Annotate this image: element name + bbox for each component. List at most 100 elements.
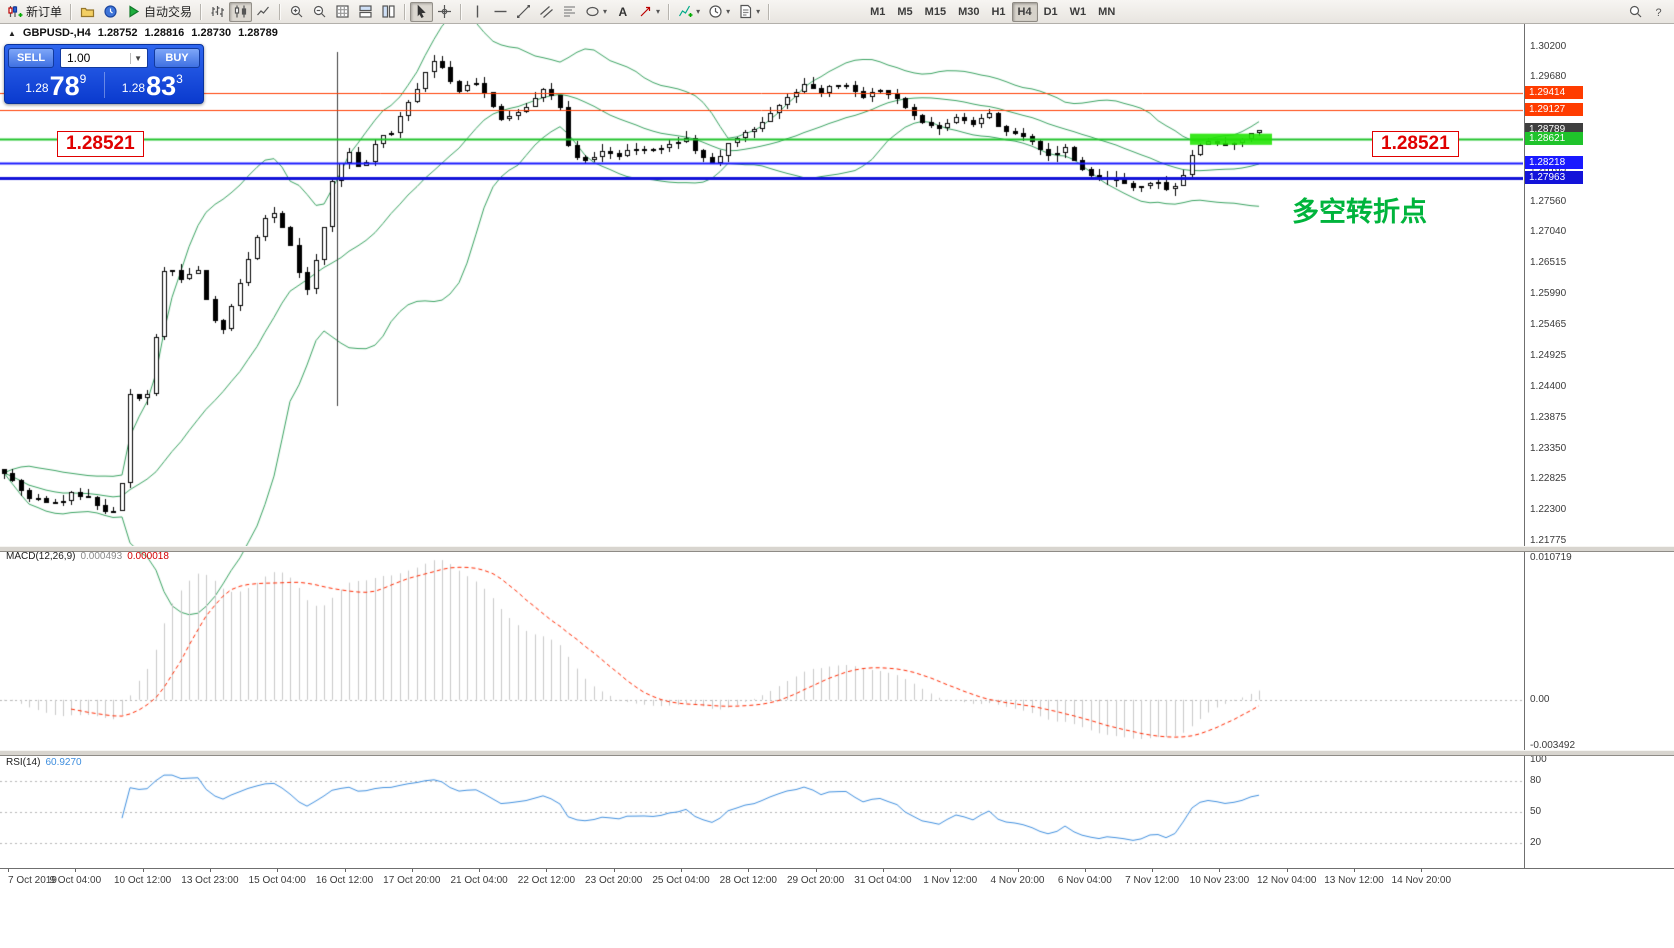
buy-button[interactable]: BUY [154, 48, 200, 68]
profiles-button[interactable] [76, 2, 99, 22]
cursor-button[interactable] [410, 1, 434, 22]
time-axis-tick [210, 869, 211, 872]
cursor-icon [414, 4, 429, 19]
time-axis[interactable]: 7 Oct 2019 9 Oct 04:00 10 Oct 12:00 13 Oct … [0, 868, 1674, 895]
bar-chart-icon [210, 4, 225, 19]
dropdown-caret-icon: ▾ [756, 7, 761, 16]
zoom-in-icon [289, 4, 304, 19]
symbol-label: GBPUSD-,H4 [22, 27, 91, 39]
timeframe-m1[interactable]: M1 [864, 2, 891, 22]
price-axis-label: 1.25990 [1530, 287, 1567, 299]
panel-separator-rsi[interactable] [0, 750, 1674, 756]
fibonacci-button[interactable] [558, 2, 581, 22]
high-value: 1.28816 [144, 27, 185, 39]
open-value: 1.28752 [97, 27, 138, 39]
dropdown-caret-icon: ▾ [656, 7, 661, 16]
search-button[interactable] [1624, 2, 1647, 22]
timeframe-d1[interactable]: D1 [1038, 2, 1064, 22]
line-chart-button[interactable] [252, 2, 275, 22]
vertical-line-button[interactable] [466, 2, 489, 22]
crosshair-button[interactable] [433, 2, 456, 22]
shapes-button[interactable]: ▾ [581, 2, 611, 22]
trend-note-text[interactable]: 多空转折点 [1292, 197, 1427, 227]
time-axis-label: 10 Oct 12:00 [113, 875, 172, 886]
toolbar-separator [200, 3, 203, 20]
period-button[interactable]: ▾ [704, 2, 734, 22]
help-button[interactable]: ? [1647, 2, 1670, 22]
time-axis-tick [614, 869, 615, 872]
rsi-value: 60.9270 [45, 757, 82, 768]
price-note-right[interactable]: 1.28521 [1372, 131, 1459, 158]
new-order-button[interactable]: 新订单 [4, 2, 66, 22]
volume-value: 1.00 [67, 51, 91, 65]
rsi-axis-label: 100 [1530, 754, 1547, 765]
one-click-trading-panel: SELL 1.00 ▼ BUY 1.28 78 9 1.28 83 3 [4, 44, 204, 104]
tile-vertical-icon [381, 4, 396, 19]
buy-price-small: 1.28 [121, 81, 146, 95]
panel-separator-macd[interactable] [0, 546, 1674, 552]
macd-main-value: 0.000493 [80, 551, 123, 562]
channel-button[interactable] [535, 2, 558, 22]
horizontal-line-button[interactable] [489, 2, 512, 22]
price-note-left[interactable]: 1.28521 [57, 131, 144, 158]
one-click-divider [103, 72, 105, 98]
time-axis-tick [345, 869, 346, 872]
zoom-out-button[interactable] [308, 2, 331, 22]
candle-chart-button[interactable] [229, 1, 253, 22]
time-axis-label: 28 Oct 12:00 [719, 875, 777, 886]
sell-price-button[interactable]: 1.28 78 9 [8, 70, 104, 100]
indicators-icon [678, 4, 693, 19]
price-axis-label: 1.24925 [1530, 350, 1567, 362]
tile-vertical-button[interactable] [377, 2, 400, 22]
indicators-button[interactable]: ▾ [674, 2, 704, 22]
timeframe-m30[interactable]: M30 [952, 2, 985, 22]
timeframe-w1[interactable]: W1 [1064, 2, 1093, 22]
trendline-button[interactable] [512, 2, 535, 22]
zoom-in-button[interactable] [285, 2, 308, 22]
toolbar-left-groups: 新订单 自动交易 ▾ A ▾ ▾ ▾ ▾ [4, 1, 774, 22]
price-axis-label: 1.27040 [1530, 226, 1567, 238]
volume-dropdown-icon[interactable]: ▼ [130, 52, 145, 64]
one-click-toggle-icon[interactable]: ▲ [8, 29, 16, 38]
time-axis-label: 7 Oct 2019 [8, 875, 57, 886]
price-axis-label: 1.25465 [1530, 318, 1567, 330]
auto-trading-button[interactable]: 自动交易 [122, 2, 196, 22]
timeframe-h4[interactable]: H4 [1011, 1, 1038, 22]
price-axis-label: 1.23875 [1530, 411, 1567, 423]
time-axis-tick [950, 869, 951, 872]
toolbar-separator [460, 3, 463, 20]
price-axis-label: 1.24400 [1530, 381, 1567, 393]
price-axis[interactable]: 1.302001.296801.291551.286301.281051.275… [1524, 24, 1674, 868]
macd-indicator-label: MACD(12,26,9) 0.000493 0.000018 [6, 551, 169, 562]
sell-button[interactable]: SELL [8, 48, 54, 68]
time-axis-tick [75, 869, 76, 872]
sell-price-big: 78 [49, 70, 80, 101]
price-chart-canvas[interactable] [0, 24, 1523, 868]
text-button[interactable]: A [611, 2, 634, 22]
chart-ohlc-header: ▲ GBPUSD-,H4 1.28752 1.28816 1.28730 1.28789 [8, 27, 285, 39]
arrows-button[interactable]: ▾ [634, 2, 664, 22]
bar-chart-button[interactable] [206, 2, 229, 22]
timeframe-mn[interactable]: MN [1092, 2, 1121, 22]
price-axis-label: 1.21775 [1530, 535, 1567, 546]
timeframe-m5[interactable]: M5 [891, 2, 918, 22]
volume-input[interactable]: 1.00 ▼ [60, 48, 148, 68]
rsi-axis-label: 80 [1530, 774, 1542, 786]
timeframe-m15[interactable]: M15 [919, 2, 952, 22]
template-button[interactable]: ▾ [734, 2, 764, 22]
tile-horizontal-icon [358, 4, 373, 19]
grid-button[interactable] [331, 2, 354, 22]
tile-horizontal-button[interactable] [354, 2, 377, 22]
help-icon: ? [1651, 4, 1666, 19]
price-axis-label: 1.22300 [1530, 504, 1567, 516]
history-button[interactable] [99, 2, 122, 22]
candle-chart-icon [233, 4, 248, 19]
one-click-controls-row: SELL 1.00 ▼ BUY [8, 48, 200, 68]
timeframe-h1[interactable]: H1 [985, 2, 1011, 22]
buy-price-button[interactable]: 1.28 83 3 [105, 70, 201, 100]
toolbar-separator [70, 3, 73, 20]
time-axis-label: 31 Oct 04:00 [854, 875, 912, 886]
rsi-name: RSI(14) [6, 757, 41, 768]
time-axis-label: 21 Oct 04:00 [450, 875, 508, 886]
